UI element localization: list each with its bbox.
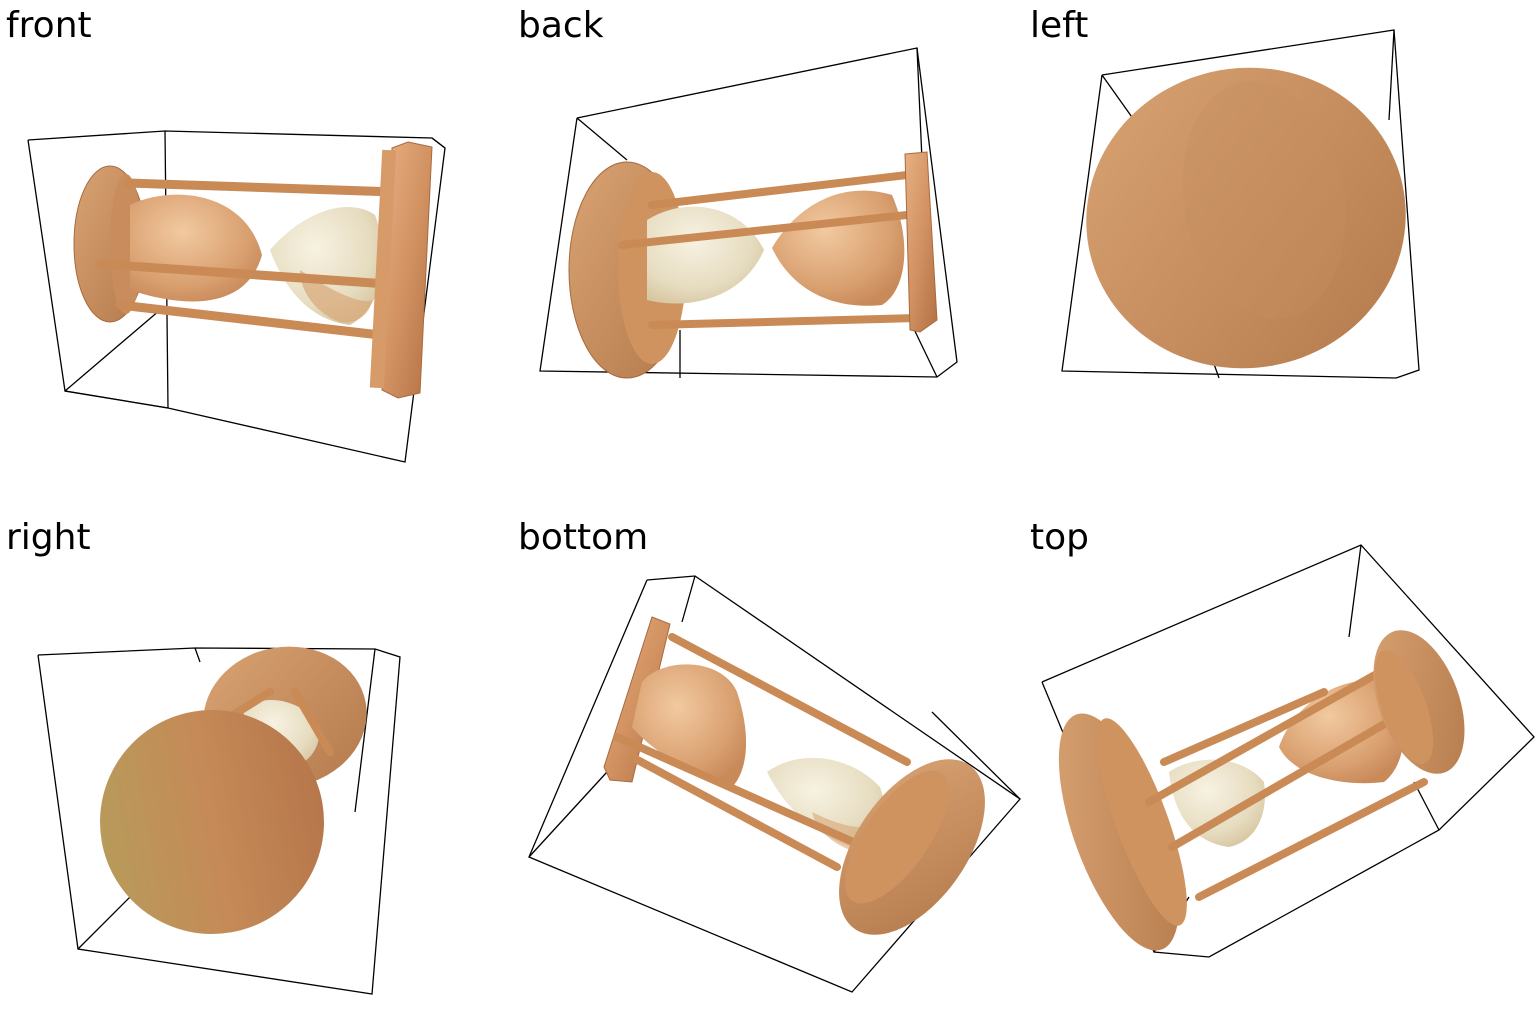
hourglass-render-left bbox=[1061, 29, 1420, 379]
hourglass-render-right bbox=[37, 646, 401, 995]
view-label-bottom: bottom bbox=[518, 517, 649, 558]
view-label-left: left bbox=[1030, 5, 1089, 46]
bounding-box bbox=[1061, 29, 1420, 379]
view-left: left bbox=[1024, 0, 1536, 512]
bounding-box bbox=[27, 130, 446, 463]
view-back: back bbox=[512, 0, 1024, 512]
bounding-box bbox=[539, 47, 958, 378]
hourglass-render-front bbox=[27, 130, 446, 463]
view-label-top: top bbox=[1030, 517, 1089, 558]
view-bottom: bottom bbox=[512, 512, 1024, 1024]
view-top: top bbox=[1024, 512, 1536, 1024]
hourglass-render-top bbox=[1041, 544, 1535, 958]
view-label-back: back bbox=[518, 5, 604, 46]
hourglass-render-bottom bbox=[528, 575, 1021, 993]
view-right: right bbox=[0, 512, 512, 1024]
view-label-front: front bbox=[6, 5, 92, 46]
view-label-right: right bbox=[6, 517, 91, 558]
view-front: front bbox=[0, 0, 512, 512]
hourglass-render-back bbox=[539, 47, 958, 379]
bounding-box bbox=[37, 647, 401, 995]
